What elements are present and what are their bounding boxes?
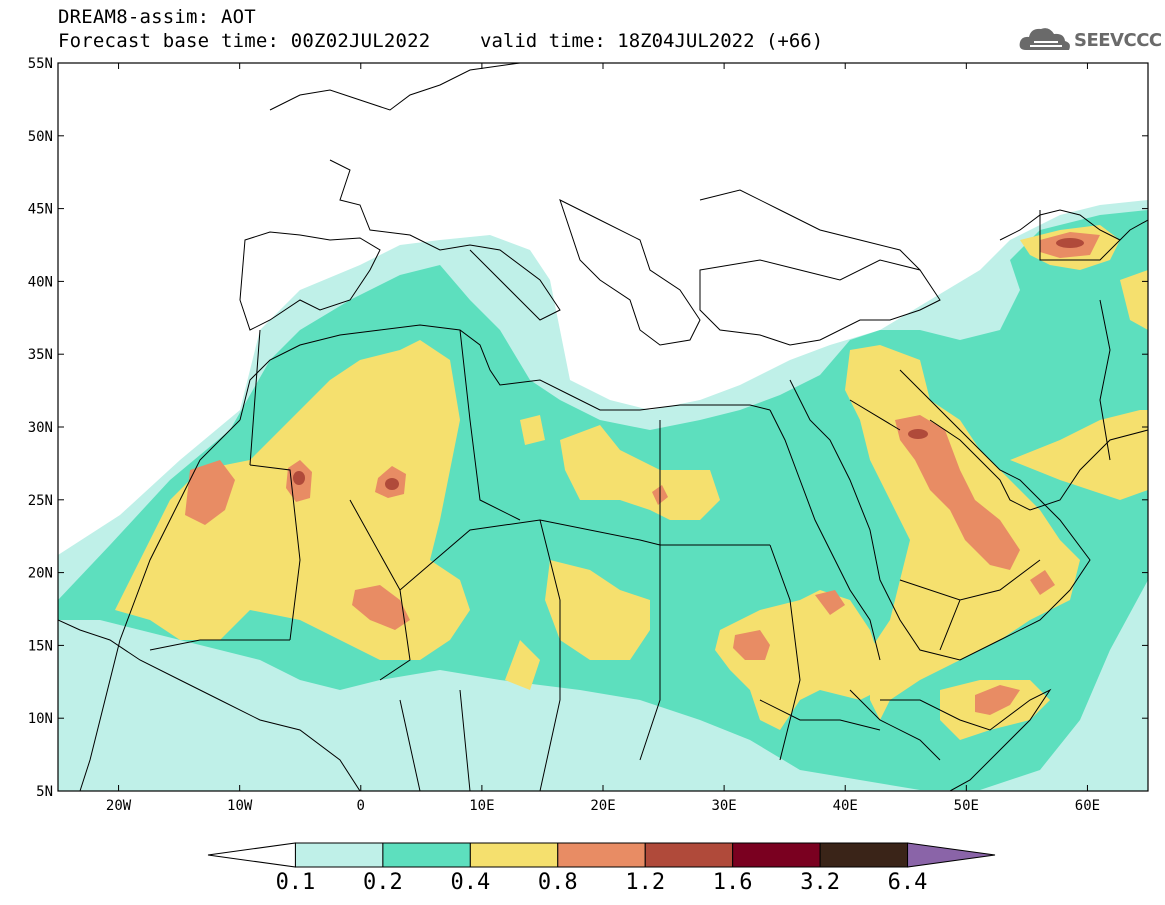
latitude-axis: 55N 50N 45N 40N 35N 30N 25N 20N 15N 10N 5N	[28, 56, 1148, 800]
lat-label: 50N	[28, 129, 53, 145]
lon-label: 40E	[833, 798, 858, 814]
colorbar-box	[469, 842, 559, 868]
aot-contour-1.2	[293, 238, 1084, 490]
colorbar-box	[644, 842, 734, 868]
colorbar-under-triangle	[207, 842, 296, 868]
colorbar-label: 6.4	[888, 870, 928, 895]
lat-label: 10N	[28, 711, 53, 727]
colorbar-label: 0.8	[538, 870, 578, 895]
lat-label: 40N	[28, 274, 53, 290]
colorbar-label: 1.2	[625, 870, 665, 895]
map-title: DREAM8-assim: AOT	[58, 6, 256, 28]
lat-label: 5N	[36, 784, 53, 800]
lon-label: 20W	[106, 798, 132, 814]
valid-time: valid time: 18Z04JUL2022 (+66)	[480, 30, 824, 52]
colorbar-label: 0.1	[276, 870, 316, 895]
longitude-axis: 20W 10W 0 10E 20E 30E 40E 50E 60E	[106, 63, 1100, 814]
lon-label: 20E	[590, 798, 615, 814]
colorbar-box	[732, 842, 821, 868]
colorbar-label: 0.4	[450, 870, 490, 895]
colorbar-box	[382, 842, 471, 868]
lon-label: 30E	[711, 798, 736, 814]
colorbar-over-triangle	[907, 842, 996, 868]
lon-label: 10E	[469, 798, 494, 814]
forecast-base-time: Forecast base time: 00Z02JUL2022	[58, 30, 431, 52]
lat-label: 45N	[28, 202, 53, 218]
lat-label: 35N	[28, 347, 53, 363]
colorbar-label: 1.6	[713, 870, 753, 895]
lon-label: 60E	[1075, 798, 1100, 814]
lat-label: 30N	[28, 420, 53, 436]
colorbar-labels: 0.1 0.2 0.4 0.8 1.2 1.6 3.2 6.4	[276, 870, 928, 895]
aot-contour-0.8	[185, 232, 1100, 715]
lon-label: 10W	[227, 798, 253, 814]
colorbar-boxes	[207, 842, 996, 868]
lat-label: 55N	[28, 56, 53, 72]
seevccc-logo: SEEVCCC	[1018, 22, 1162, 58]
colorbar-label: 3.2	[800, 870, 840, 895]
cloud-icon	[1019, 28, 1070, 50]
colorbar-box	[557, 842, 646, 868]
colorbar-label: 0.2	[363, 870, 403, 895]
lon-label: 50E	[954, 798, 979, 814]
lat-label: 20N	[28, 566, 53, 582]
colorbar-box	[819, 842, 909, 868]
colorbar-box	[294, 842, 384, 868]
lon-label: 0	[357, 798, 365, 814]
lat-label: 25N	[28, 493, 53, 509]
logo-text: SEEVCCC	[1074, 30, 1162, 51]
coastlines	[58, 63, 1148, 791]
lat-label: 15N	[28, 638, 53, 654]
